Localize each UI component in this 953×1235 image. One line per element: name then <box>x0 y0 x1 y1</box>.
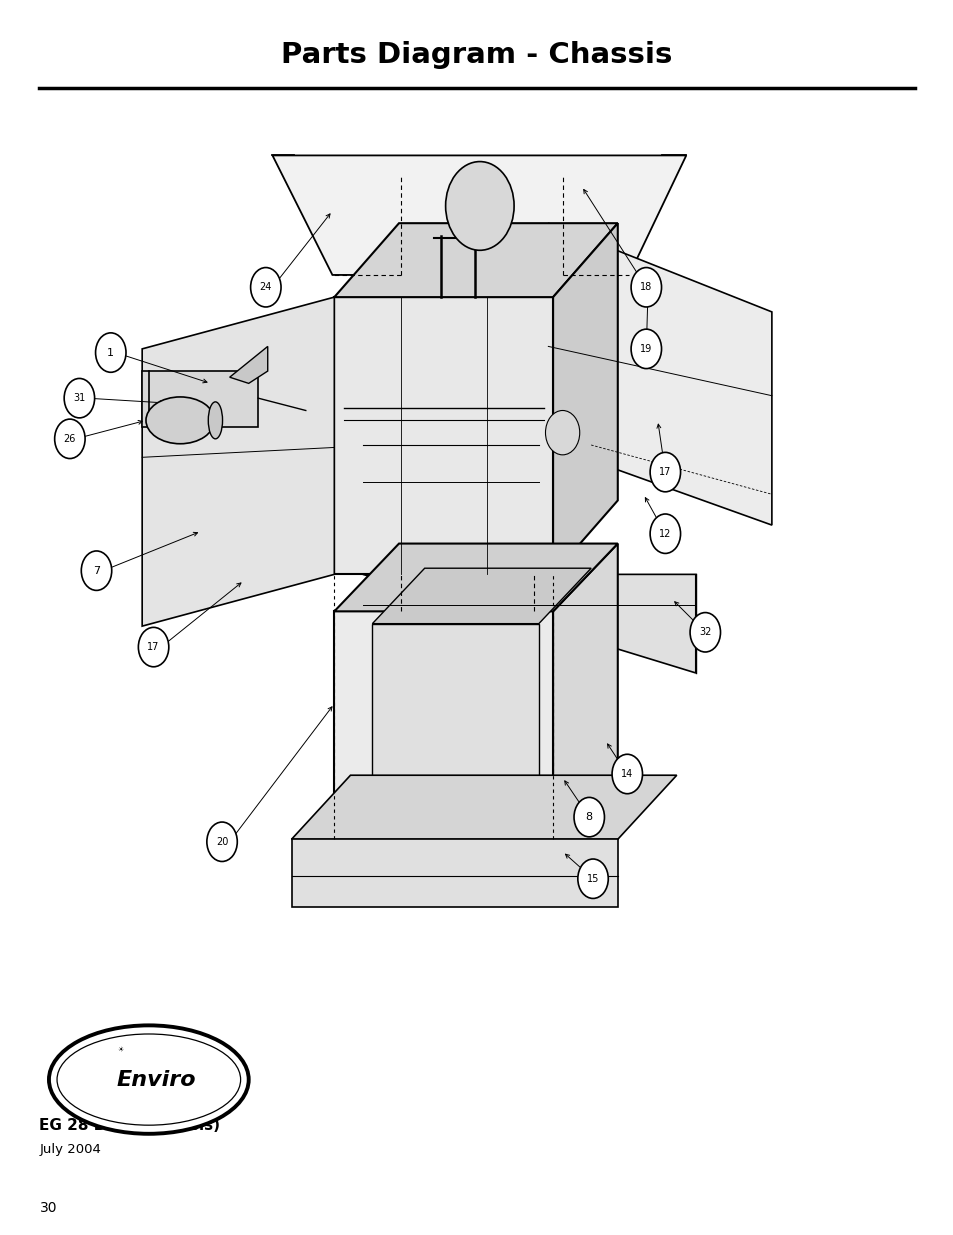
Circle shape <box>578 860 608 898</box>
Ellipse shape <box>57 1034 240 1125</box>
Polygon shape <box>553 224 618 574</box>
Circle shape <box>95 333 126 372</box>
Circle shape <box>251 268 281 308</box>
Polygon shape <box>292 840 618 906</box>
Text: 17: 17 <box>148 642 159 652</box>
Text: Parts Diagram - Chassis: Parts Diagram - Chassis <box>281 41 672 69</box>
Polygon shape <box>230 346 268 383</box>
Text: 8: 8 <box>585 813 592 823</box>
Polygon shape <box>548 224 771 525</box>
Circle shape <box>138 627 169 667</box>
Text: ☀: ☀ <box>117 1047 123 1053</box>
Circle shape <box>631 330 660 368</box>
Text: 18: 18 <box>639 283 652 293</box>
Text: July 2004: July 2004 <box>39 1142 101 1156</box>
Polygon shape <box>334 298 553 574</box>
Circle shape <box>445 162 514 251</box>
Text: 31: 31 <box>73 393 86 403</box>
Circle shape <box>689 613 720 652</box>
Text: 12: 12 <box>659 529 671 538</box>
Text: 7: 7 <box>92 566 100 576</box>
Text: 14: 14 <box>620 769 633 779</box>
Text: 20: 20 <box>215 837 228 847</box>
Ellipse shape <box>49 1025 249 1134</box>
Text: 30: 30 <box>39 1202 57 1215</box>
Text: 17: 17 <box>659 467 671 477</box>
Circle shape <box>207 823 237 862</box>
Polygon shape <box>273 156 685 275</box>
Polygon shape <box>334 611 553 840</box>
Text: Enviro: Enviro <box>116 1070 196 1089</box>
Polygon shape <box>553 543 618 840</box>
Polygon shape <box>142 298 334 626</box>
Circle shape <box>631 268 660 308</box>
Ellipse shape <box>208 401 222 438</box>
Polygon shape <box>372 624 538 827</box>
Text: 24: 24 <box>259 283 272 293</box>
Circle shape <box>545 410 579 454</box>
Polygon shape <box>334 543 618 611</box>
Circle shape <box>574 798 604 837</box>
Circle shape <box>54 419 85 458</box>
Polygon shape <box>142 370 258 426</box>
Text: 15: 15 <box>586 873 598 884</box>
Text: 26: 26 <box>64 433 76 443</box>
Text: 1: 1 <box>107 347 114 358</box>
Circle shape <box>64 378 94 417</box>
Ellipse shape <box>146 396 214 443</box>
Text: 19: 19 <box>639 343 652 354</box>
Circle shape <box>612 755 641 794</box>
Polygon shape <box>334 224 618 298</box>
Polygon shape <box>372 568 591 624</box>
Polygon shape <box>362 574 695 673</box>
Text: 32: 32 <box>699 627 711 637</box>
Circle shape <box>81 551 112 590</box>
Polygon shape <box>292 776 676 840</box>
Circle shape <box>649 514 679 553</box>
Text: EG 28 Body (Chassis): EG 28 Body (Chassis) <box>39 1118 220 1132</box>
Circle shape <box>649 452 679 492</box>
